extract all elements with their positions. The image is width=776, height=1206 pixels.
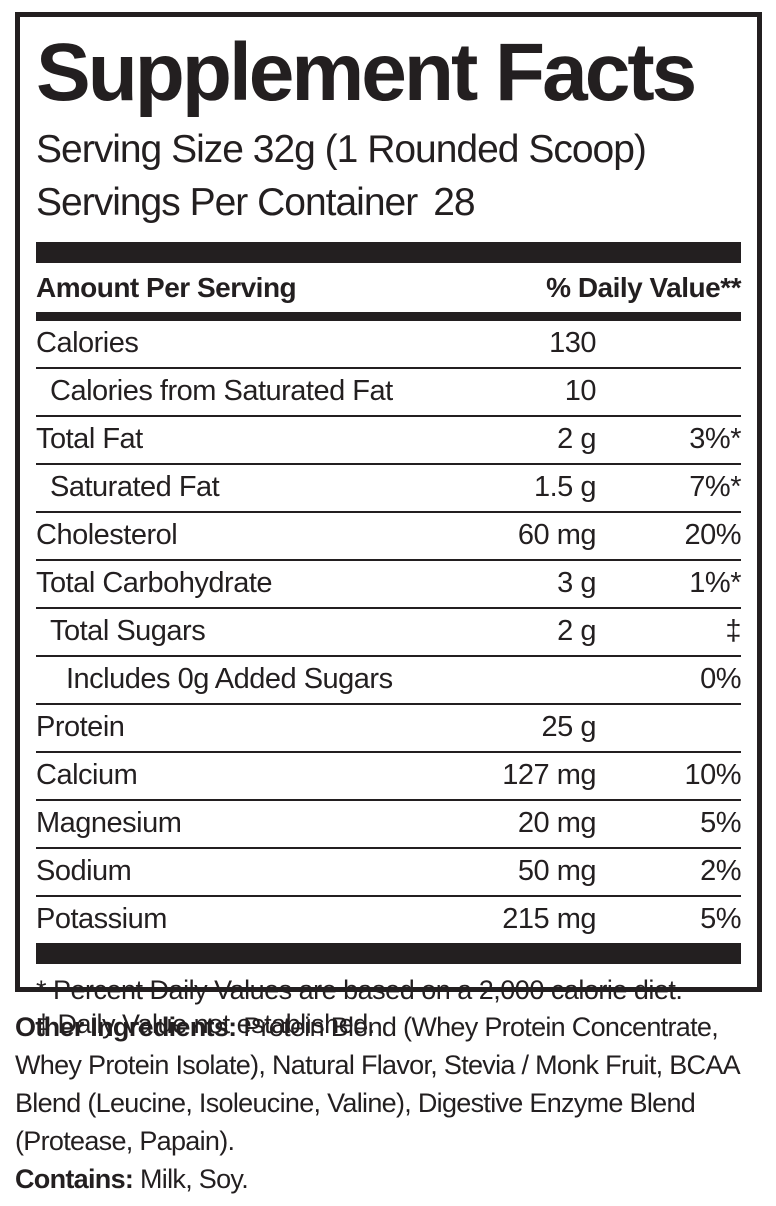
divider-medium bbox=[36, 311, 741, 321]
nutrient-amount: 20 mg bbox=[517, 806, 597, 839]
nutrient-name: Magnesium bbox=[36, 806, 182, 839]
divider-thick-top bbox=[36, 241, 741, 263]
ingredients-section: Other Ingredients: Protein Blend (Whey P… bbox=[15, 1008, 762, 1198]
divider-thick-bottom bbox=[36, 942, 741, 964]
table-row: Total Sugars 2 g ‡ bbox=[36, 609, 742, 657]
nutrient-amount: 2 g bbox=[557, 614, 596, 647]
table-row: Total Carbohydrate 3 g 1%* bbox=[36, 561, 742, 609]
nutrient-amount: 25 g bbox=[541, 710, 597, 743]
daily-value-header: % Daily Value** bbox=[546, 271, 741, 303]
nutrient-amount: 1.5 g bbox=[534, 470, 597, 503]
nutrient-daily-value: 10% bbox=[684, 758, 741, 791]
footnotes: * Percent Daily Values are based on a 2,… bbox=[36, 973, 741, 1041]
nutrient-amount: 127 mg bbox=[502, 758, 596, 791]
servings-per-container-line: Servings Per Container 28 bbox=[36, 176, 741, 229]
table-row: Calories 130 bbox=[36, 321, 741, 369]
footnote-not-established: ‡ Daily Value not established. bbox=[36, 1008, 375, 1039]
nutrient-amount: 50 mg bbox=[517, 854, 597, 887]
nutrient-table: Calories 130 Calories from Saturated Fat… bbox=[36, 321, 742, 943]
servings-per-container-label: Servings Per Container bbox=[36, 180, 418, 224]
table-row: Includes 0g Added Sugars 0% bbox=[36, 657, 742, 705]
table-row: Cholesterol 60 mg 20% bbox=[36, 513, 742, 561]
contains-line: Contains: Milk, Soy. bbox=[15, 1160, 762, 1198]
table-row: Calories from Saturated Fat 10 bbox=[36, 369, 741, 417]
nutrient-daily-value: ‡ bbox=[725, 614, 741, 647]
nutrient-amount: 60 mg bbox=[517, 518, 597, 551]
nutrient-daily-value: 5% bbox=[700, 806, 741, 839]
table-row: Potassium 215 mg 5% bbox=[36, 897, 742, 943]
nutrient-amount: 3 g bbox=[557, 566, 596, 599]
table-row: Saturated Fat 1.5 g 7%* bbox=[36, 465, 742, 513]
nutrient-name: Saturated Fat bbox=[50, 470, 220, 503]
other-ingredients-label: Other Ingredients: bbox=[15, 1012, 237, 1042]
nutrient-daily-value: 2% bbox=[700, 854, 741, 887]
servings-per-container-value: 28 bbox=[433, 180, 475, 224]
contains-text: Milk, Soy. bbox=[133, 1164, 249, 1194]
nutrient-name: Potassium bbox=[36, 902, 167, 935]
other-ingredients-paragraph: Other Ingredients: Protein Blend (Whey P… bbox=[15, 1008, 762, 1160]
table-row: Total Fat 2 g 3%* bbox=[36, 417, 742, 465]
nutrient-name: Total Fat bbox=[36, 422, 143, 455]
table-row: Protein 25 g bbox=[36, 705, 741, 753]
nutrient-name: Total Carbohydrate bbox=[36, 566, 273, 599]
nutrient-amount: 215 mg bbox=[502, 902, 596, 935]
amount-per-serving-header: Amount Per Serving bbox=[36, 271, 297, 303]
nutrient-daily-value: 7%* bbox=[689, 470, 741, 503]
serving-size-line: Serving Size 32g (1 Rounded Scoop) bbox=[36, 127, 647, 171]
contains-label: Contains: bbox=[15, 1164, 134, 1194]
nutrient-daily-value: 20% bbox=[684, 518, 741, 551]
nutrient-daily-value: 0% bbox=[700, 662, 741, 695]
footnote-daily-value: * Percent Daily Values are based on a 2,… bbox=[36, 974, 683, 1005]
nutrient-name: Protein bbox=[36, 710, 125, 743]
nutrient-amount: 2 g bbox=[557, 422, 596, 455]
nutrient-name: Sodium bbox=[36, 854, 132, 887]
supplement-facts-panel: Supplement Facts Serving Size 32g (1 Rou… bbox=[15, 12, 762, 1039]
table-row: Magnesium 20 mg 5% bbox=[36, 801, 742, 849]
nutrient-name: Cholesterol bbox=[36, 518, 178, 551]
nutrient-daily-value: 3%* bbox=[689, 422, 741, 455]
nutrient-name: Calories bbox=[36, 326, 139, 359]
nutrient-name: Calcium bbox=[36, 758, 138, 791]
table-row: Calcium 127 mg 10% bbox=[36, 753, 742, 801]
nutrient-amount: 130 bbox=[549, 326, 596, 359]
other-ingredients-text: Protein Blend (Whey Protein Concentrate,… bbox=[15, 1012, 739, 1156]
nutrient-name: Total Sugars bbox=[50, 614, 206, 647]
nutrient-name: Includes 0g Added Sugars bbox=[66, 662, 393, 695]
nutrient-amount: 10 bbox=[564, 374, 597, 407]
panel-title: Supplement Facts bbox=[36, 27, 697, 118]
nutrient-name: Calories from Saturated Fat bbox=[50, 374, 393, 407]
nutrient-daily-value: 1%* bbox=[689, 566, 741, 599]
column-header-row: Amount Per Serving % Daily Value** bbox=[36, 263, 741, 312]
table-row: Sodium 50 mg 2% bbox=[36, 849, 742, 897]
nutrient-daily-value: 5% bbox=[700, 902, 741, 935]
